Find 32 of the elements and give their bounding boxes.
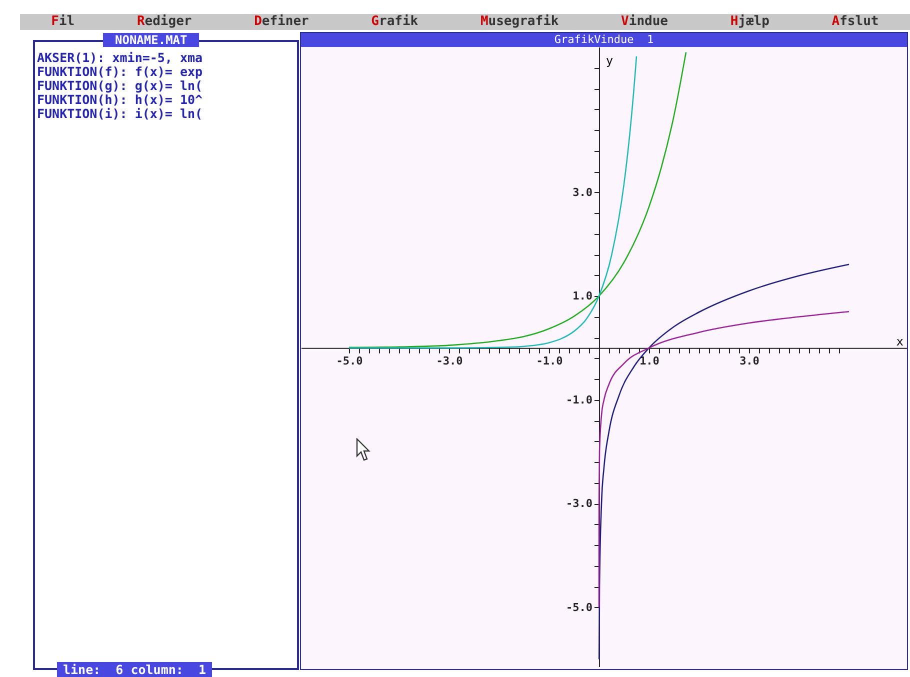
- text: Hjælp: [730, 14, 770, 30]
- text: NONAME.MAT: [103, 33, 200, 47]
- text: FUNKTION(g): g(x)= ln(: [37, 78, 203, 93]
- y-axis-title: y: [606, 54, 614, 68]
- x-tick-label: -1.0: [536, 354, 563, 368]
- y-tick-label: -3.0: [566, 497, 592, 510]
- x-tick-label: 3.0: [740, 354, 760, 368]
- x-tick-label: -5.0: [336, 354, 363, 368]
- text: Definer: [254, 14, 309, 30]
- y-tick-label: -1.0: [566, 393, 592, 406]
- y-tick-label: 3.0: [572, 186, 592, 199]
- chart-title: GrafikVindue 1: [301, 33, 907, 47]
- text: FUNKTION(f): f(x)= exp: [37, 64, 203, 79]
- line-series: [348, 56, 638, 349]
- x-tick-label: 1.0: [640, 354, 660, 368]
- text: Musegrafik: [480, 14, 559, 30]
- text: AKSER(1): xmin=-5, xma: [37, 50, 203, 65]
- x-tick-label: -3.0: [436, 354, 463, 368]
- text: Rediger: [136, 14, 192, 30]
- line-series: [598, 310, 850, 608]
- y-tick-label: -5.0: [566, 600, 592, 614]
- line-series: [348, 52, 687, 348]
- line-series: [598, 264, 850, 660]
- text: FUNKTION(i): i(x)= ln(: [37, 106, 203, 121]
- text: Grafik: [371, 14, 418, 30]
- text: Afslut: [832, 14, 879, 30]
- text: Vindue: [621, 14, 668, 30]
- y-tick-label: 1.0: [572, 290, 592, 303]
- text: FUNKTION(h): h(x)= 10^: [37, 92, 203, 107]
- x-axis-title: x: [896, 334, 904, 348]
- text: line: 6 column: 1: [57, 662, 212, 677]
- text: Fil: [51, 14, 75, 30]
